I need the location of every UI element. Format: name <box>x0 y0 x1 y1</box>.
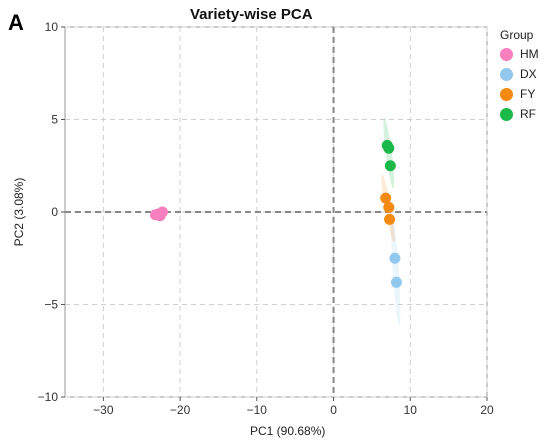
legend-label-fy: FY <box>520 87 536 101</box>
legend-label-rf: RF <box>520 107 536 121</box>
x-tick-label: −30 <box>93 403 114 417</box>
legend-label-hm: HM <box>520 47 539 61</box>
legend-title: Group <box>500 28 534 42</box>
legend-item-fy: FY <box>500 86 535 102</box>
x-tick-label: −20 <box>170 403 191 417</box>
x-tick-label: 10 <box>404 403 418 417</box>
y-tick-label: 5 <box>51 113 58 127</box>
y-tick-label: −10 <box>38 390 59 404</box>
legend-label-dx: DX <box>520 67 537 81</box>
panel-letter: A <box>8 10 24 35</box>
legend-item-dx: DX <box>500 66 537 82</box>
data-point-dx <box>389 252 401 264</box>
data-point-rf <box>384 160 396 172</box>
x-axis-label: PC1 (90.68%) <box>250 424 326 438</box>
legend-item-hm: HM <box>500 46 539 62</box>
data-point-hm <box>154 210 166 222</box>
data-point-rf <box>383 142 395 154</box>
y-tick-label: 10 <box>45 20 59 34</box>
chart-title: Variety-wise PCA <box>190 6 313 23</box>
legend-marker-fy <box>500 87 513 101</box>
data-point-fy <box>383 201 395 213</box>
x-tick-label: −10 <box>247 403 268 417</box>
confidence-ellipse-dx <box>391 215 401 325</box>
data-point-fy <box>380 192 392 204</box>
data-point-dx <box>390 276 402 288</box>
x-tick-label: 0 <box>330 403 337 417</box>
data-point-fy <box>384 213 396 225</box>
y-axis-label: PC2 (3.08%) <box>12 177 26 247</box>
legend-item-rf: RF <box>500 106 536 122</box>
legend-marker-rf <box>500 107 513 121</box>
y-tick-label: 0 <box>51 205 58 219</box>
x-tick-label: 20 <box>480 403 494 417</box>
legend-marker-hm <box>500 47 513 61</box>
y-tick-label: −5 <box>44 298 58 312</box>
legend-marker-dx <box>500 67 513 81</box>
